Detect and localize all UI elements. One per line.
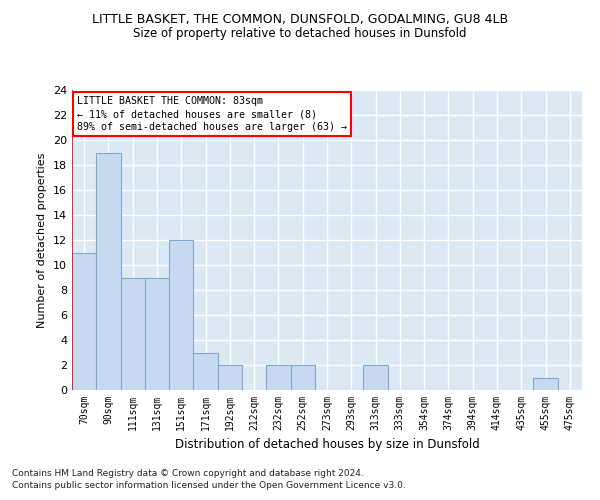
Bar [193, 352, 218, 390]
Bar [169, 240, 193, 390]
Bar [121, 278, 145, 390]
Bar [145, 278, 169, 390]
Bar [218, 365, 242, 390]
Bar [266, 365, 290, 390]
Text: LITTLE BASKET THE COMMON: 83sqm
← 11% of detached houses are smaller (8)
89% of : LITTLE BASKET THE COMMON: 83sqm ← 11% of… [77, 96, 347, 132]
Text: Contains public sector information licensed under the Open Government Licence v3: Contains public sector information licen… [12, 481, 406, 490]
Text: LITTLE BASKET, THE COMMON, DUNSFOLD, GODALMING, GU8 4LB: LITTLE BASKET, THE COMMON, DUNSFOLD, GOD… [92, 12, 508, 26]
Bar [533, 378, 558, 390]
Text: Contains HM Land Registry data © Crown copyright and database right 2024.: Contains HM Land Registry data © Crown c… [12, 468, 364, 477]
Bar [364, 365, 388, 390]
Bar [72, 252, 96, 390]
Text: Size of property relative to detached houses in Dunsfold: Size of property relative to detached ho… [133, 28, 467, 40]
Bar [290, 365, 315, 390]
Bar [96, 152, 121, 390]
Y-axis label: Number of detached properties: Number of detached properties [37, 152, 47, 328]
X-axis label: Distribution of detached houses by size in Dunsfold: Distribution of detached houses by size … [175, 438, 479, 452]
